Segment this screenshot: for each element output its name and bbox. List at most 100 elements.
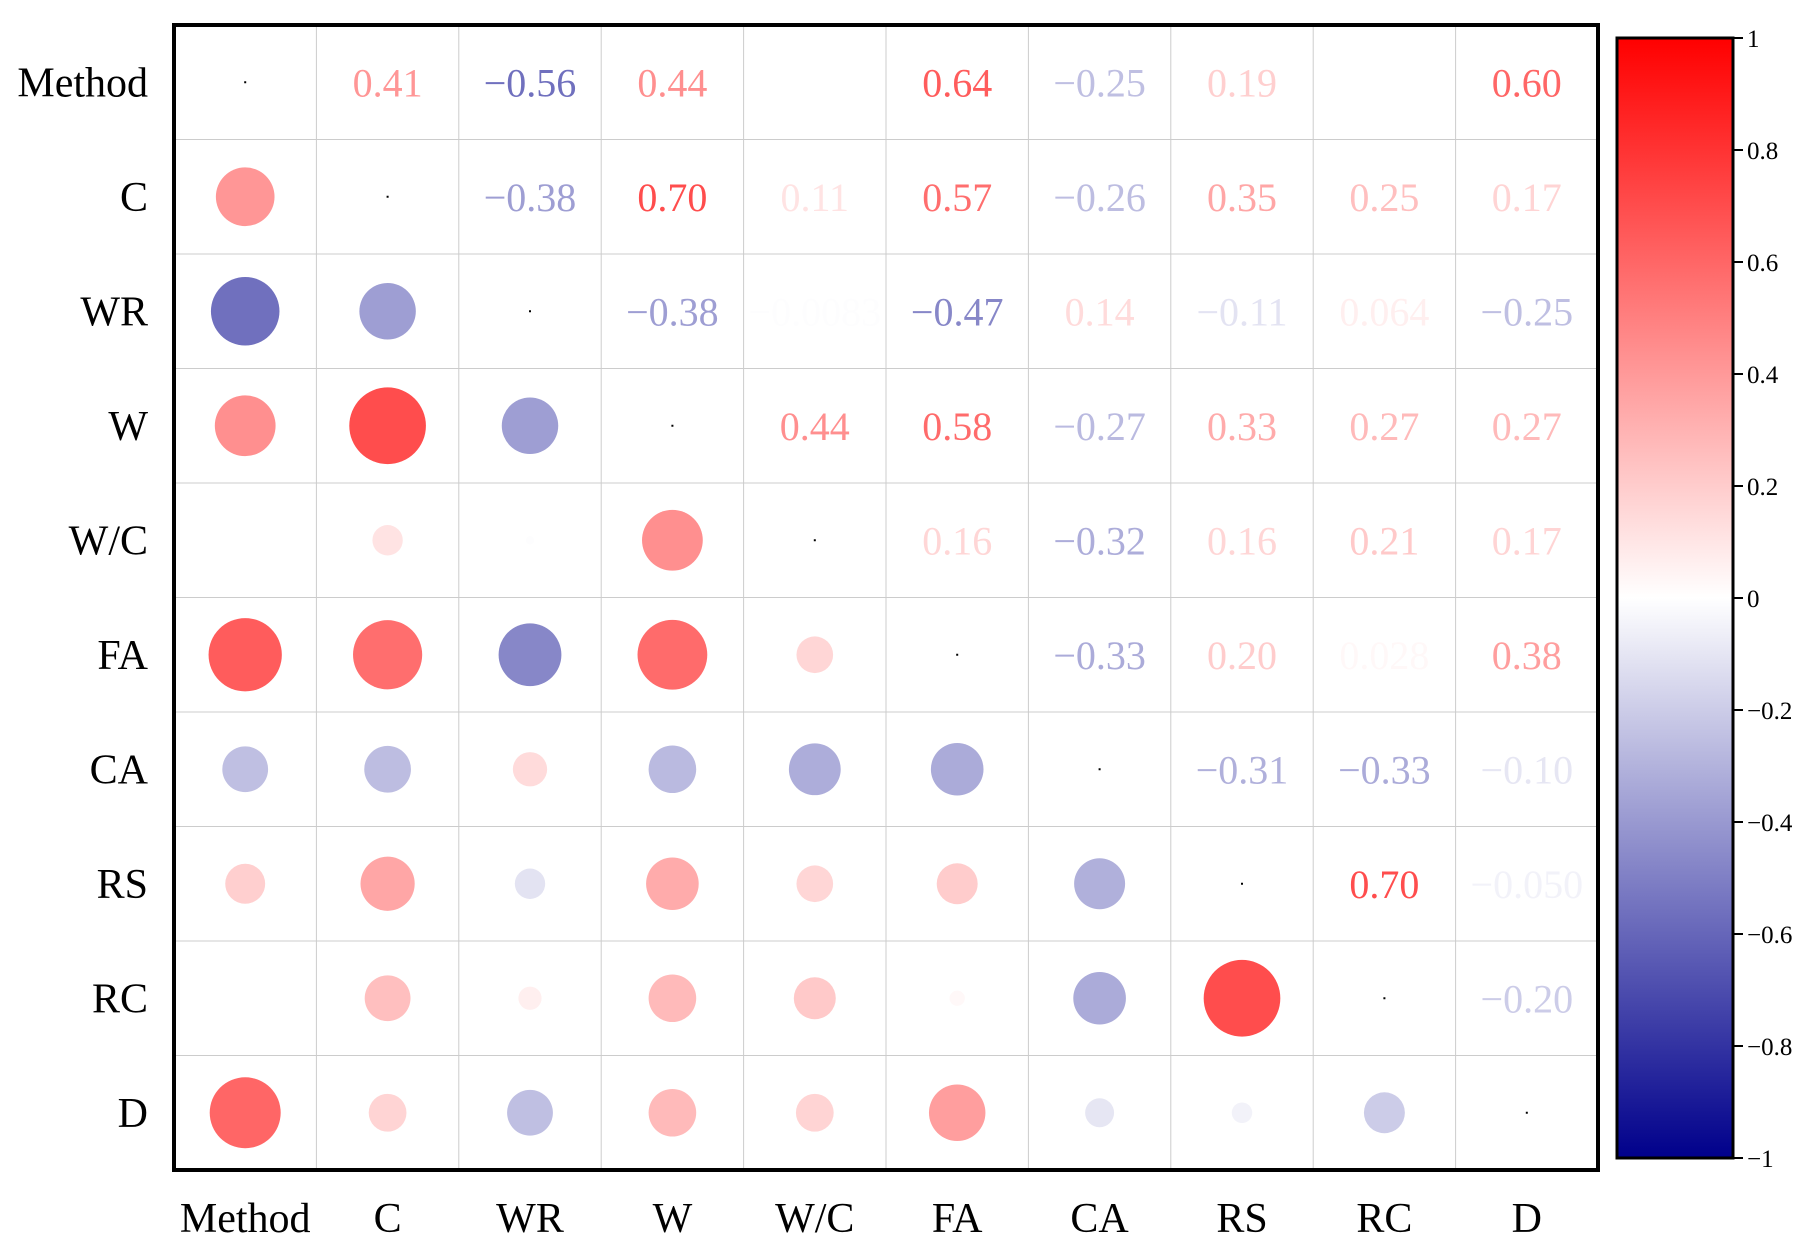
correlation-circle bbox=[949, 990, 965, 1006]
row-labels: Method C WR W W/C FA CA RS RC D bbox=[17, 60, 148, 1137]
column-label: Method bbox=[180, 1196, 311, 1242]
correlation-circle bbox=[368, 1093, 407, 1132]
correlation-value: 0.028 bbox=[1339, 633, 1429, 678]
colorbar-tick-label: −1 bbox=[1747, 1146, 1774, 1173]
row-label: RC bbox=[92, 976, 148, 1022]
correlation-circle bbox=[1363, 1092, 1405, 1134]
correlation-value: −0.33 bbox=[1053, 633, 1146, 678]
correlation-marks: 0.41 −0.56 0.44 0.64 −0.25 0.19 0.60 −0.38 0.70 0… bbox=[208, 60, 1584, 1149]
correlation-value: 0.11 bbox=[781, 175, 850, 220]
correlation-value: 0.21 bbox=[1349, 518, 1419, 563]
correlation-value: −0.47 bbox=[911, 289, 1004, 334]
correlation-circle bbox=[1203, 959, 1281, 1037]
correlation-value: −0.25 bbox=[1053, 60, 1146, 105]
column-label: W/C bbox=[775, 1196, 854, 1242]
correlation-value: 0.35 bbox=[1207, 175, 1277, 220]
colorbar-tick-label: 0 bbox=[1747, 586, 1760, 613]
column-label: FA bbox=[932, 1196, 983, 1242]
correlation-value: −0.0083 bbox=[749, 289, 882, 334]
correlation-value: 0.33 bbox=[1207, 404, 1277, 449]
correlation-value: −0.27 bbox=[1053, 404, 1146, 449]
correlation-circle bbox=[498, 623, 562, 687]
correlation-value: 0.38 bbox=[1492, 633, 1562, 678]
correlation-value: 0.25 bbox=[1349, 175, 1419, 220]
correlation-circle bbox=[795, 1093, 834, 1132]
correlation-value: −0.56 bbox=[484, 60, 577, 105]
correlation-circle bbox=[525, 536, 535, 545]
correlation-value: 0.57 bbox=[922, 175, 992, 220]
correlation-value: 0.064 bbox=[1339, 289, 1429, 334]
correlation-circle bbox=[372, 525, 403, 556]
diagonal-dot bbox=[956, 653, 959, 656]
column-label: C bbox=[374, 1196, 402, 1242]
diagonal-dot bbox=[529, 310, 531, 313]
column-label: D bbox=[1512, 1196, 1542, 1242]
correlation-circle bbox=[353, 620, 423, 690]
correlation-value: −0.38 bbox=[484, 175, 577, 220]
correlation-circle bbox=[648, 1088, 697, 1137]
column-labels: Method C WR W W/C FA CA RS RC D bbox=[180, 1196, 1542, 1242]
correlation-value: −0.32 bbox=[1053, 518, 1146, 563]
correlation-circle bbox=[648, 974, 697, 1023]
correlation-circle bbox=[364, 975, 411, 1022]
correlation-circle bbox=[512, 752, 548, 787]
correlation-value: 0.60 bbox=[1492, 60, 1562, 105]
correlation-value: 0.27 bbox=[1492, 404, 1562, 449]
column-label: WR bbox=[496, 1196, 564, 1242]
diagonal-dot bbox=[386, 195, 389, 198]
diagonal-dot bbox=[1525, 1111, 1528, 1114]
diagonal-dot bbox=[244, 81, 247, 84]
correlation-circle bbox=[225, 863, 266, 904]
correlation-circle bbox=[359, 283, 416, 340]
correlation-value: 0.64 bbox=[922, 60, 992, 105]
correlation-circle bbox=[360, 856, 415, 911]
correlation-value: 0.44 bbox=[780, 404, 850, 449]
correlation-circle bbox=[208, 618, 282, 692]
row-label: CA bbox=[90, 747, 149, 793]
diagonal-dot bbox=[1383, 997, 1386, 1000]
correlation-value: 0.16 bbox=[922, 518, 992, 563]
correlation-circle bbox=[1085, 1098, 1115, 1128]
row-label: Method bbox=[17, 60, 148, 106]
colorbar-tick-label: 1 bbox=[1747, 26, 1760, 53]
colorbar-tick-label: 0.8 bbox=[1747, 138, 1778, 165]
row-label: W/C bbox=[69, 518, 148, 564]
correlation-circle bbox=[928, 1084, 986, 1141]
colorbar-tick-label: −0.8 bbox=[1747, 1034, 1792, 1061]
correlation-circle bbox=[209, 1077, 281, 1149]
diagonal-dot bbox=[1098, 768, 1101, 771]
column-label: RC bbox=[1356, 1196, 1412, 1242]
correlation-circle bbox=[518, 986, 542, 1010]
correlation-circle bbox=[1231, 1102, 1253, 1123]
correlation-circle bbox=[210, 276, 280, 346]
colorbar-tick-label: −0.2 bbox=[1747, 698, 1792, 725]
correlation-value: 0.16 bbox=[1207, 518, 1277, 563]
correlation-value: −0.050 bbox=[1471, 862, 1584, 907]
correlation-value: −0.26 bbox=[1053, 175, 1146, 220]
correlation-value: −0.38 bbox=[626, 289, 719, 334]
column-label: W bbox=[653, 1196, 693, 1242]
correlation-circle bbox=[648, 745, 697, 794]
correlation-value: −0.33 bbox=[1338, 747, 1431, 792]
plot-frame bbox=[172, 23, 1600, 1172]
correlation-circle bbox=[796, 865, 834, 903]
correlation-value: 0.58 bbox=[922, 404, 992, 449]
correlation-circle bbox=[936, 863, 978, 905]
correlation-value: 0.14 bbox=[1065, 289, 1135, 334]
correlation-value: −0.31 bbox=[1196, 747, 1289, 792]
correlation-value: 0.70 bbox=[637, 175, 707, 220]
correlation-value: 0.41 bbox=[353, 60, 423, 105]
correlation-value: 0.17 bbox=[1492, 518, 1562, 563]
correlation-circle bbox=[501, 397, 559, 454]
correlation-circle bbox=[1074, 858, 1126, 910]
correlation-circle bbox=[793, 977, 836, 1020]
correlation-circle bbox=[514, 868, 546, 899]
grid-lines bbox=[174, 25, 1598, 1170]
row-label: FA bbox=[97, 633, 148, 679]
correlation-circle bbox=[930, 742, 984, 796]
correlation-circle bbox=[642, 509, 703, 571]
correlation-value: −0.11 bbox=[1196, 289, 1287, 334]
colorbar-ticks: 1 0.8 0.6 0.4 0.2 0 −0.2 −0.4 −0.6 −0.8 −1 bbox=[1733, 26, 1793, 1173]
correlation-circle bbox=[364, 745, 411, 793]
colorbar-tick-label: −0.4 bbox=[1747, 810, 1793, 837]
